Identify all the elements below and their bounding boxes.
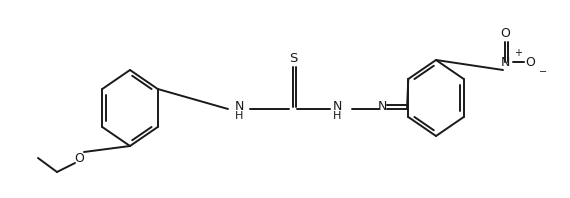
Text: O: O [525,55,535,69]
Text: −: − [539,67,547,77]
Text: N: N [333,100,343,112]
Text: +: + [514,48,522,58]
Text: H: H [333,111,341,121]
Text: S: S [289,51,297,65]
Text: N: N [378,100,388,112]
Text: N: N [500,55,510,69]
Text: O: O [500,27,510,40]
Text: O: O [74,151,84,165]
Text: H: H [235,111,243,121]
Text: N: N [235,100,245,112]
